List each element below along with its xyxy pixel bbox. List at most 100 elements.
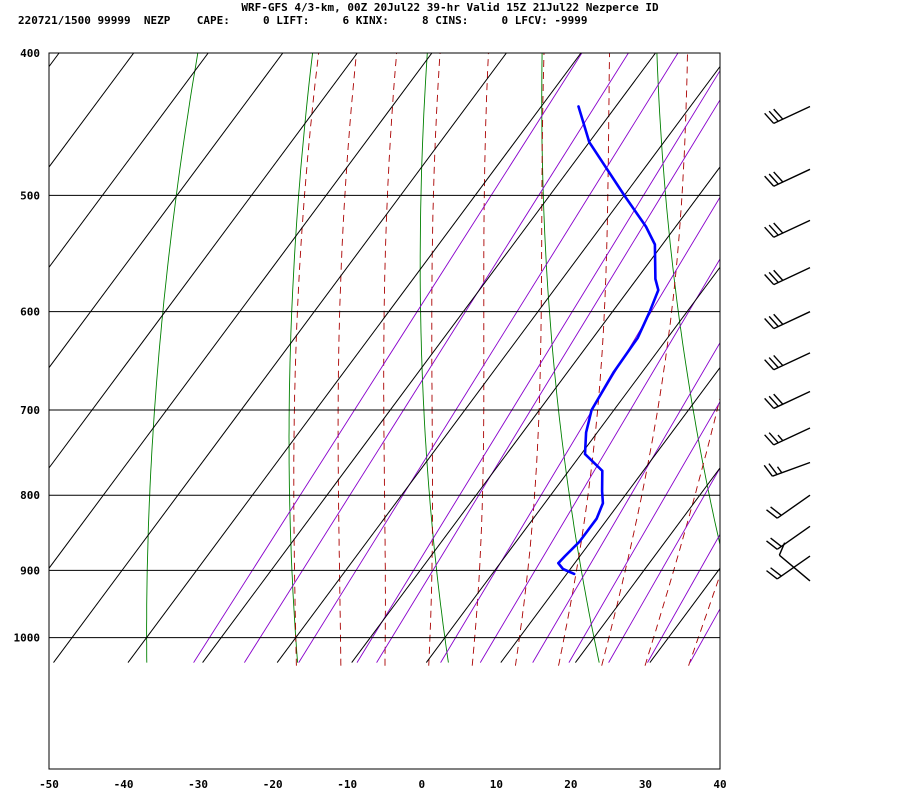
wind-barb	[764, 105, 811, 125]
barb-feather	[764, 274, 775, 286]
barb-feather	[768, 110, 779, 122]
isotherm-line	[725, 53, 900, 663]
wind-barb	[764, 390, 811, 410]
isotherm-line	[799, 53, 900, 663]
barb-feather	[773, 393, 784, 405]
isotherm-line	[351, 166, 720, 663]
plot-frame	[48, 52, 721, 770]
dry-adiabat	[419, 53, 449, 663]
barb-staff	[773, 427, 811, 446]
y-tick-label: 600	[20, 306, 40, 319]
wind-barbs	[763, 105, 811, 582]
isotherm-line	[49, 53, 284, 369]
temperature-trace	[723, 107, 786, 574]
mixing-ratio-line	[647, 533, 720, 663]
mixing-ratio-line	[440, 196, 720, 663]
x-tick-label: -30	[188, 778, 208, 791]
mixing-ratio-line	[568, 400, 720, 663]
moist-adiabat	[471, 53, 489, 666]
wind-barb	[764, 352, 811, 371]
barb-feather	[764, 175, 775, 187]
barb-feather	[764, 434, 775, 446]
barb-feather	[770, 567, 782, 577]
x-tick-label: -40	[114, 778, 134, 791]
isotherm-line	[49, 53, 209, 269]
barb-feather	[766, 540, 778, 550]
barb-staff	[772, 461, 811, 477]
dry-adiabat	[288, 53, 314, 663]
barb-staff	[773, 352, 811, 371]
chart-title: WRF-GFS 4/3-km, 00Z 20Jul22 39-hr Valid …	[241, 1, 659, 14]
y-tick-label: 1000	[14, 632, 41, 645]
barb-staff	[776, 494, 811, 519]
isotherm-line	[49, 53, 358, 469]
barb-feather	[768, 173, 779, 185]
moist-adiabat	[383, 53, 398, 666]
barb-staff	[773, 219, 811, 238]
barb-feather	[764, 112, 775, 124]
dry-adiabat	[541, 53, 600, 663]
x-tick-label: 10	[490, 778, 503, 791]
barb-feather	[768, 271, 779, 283]
y-tick-label: 800	[20, 489, 40, 502]
barb-feather	[773, 222, 784, 234]
y-tick-label: 500	[20, 189, 40, 202]
barb-feather	[766, 570, 778, 580]
traces	[557, 105, 786, 576]
isotherm-line	[53, 53, 507, 663]
wind-barb	[764, 427, 811, 446]
barb-feather	[764, 397, 775, 409]
mixing-ratio-line	[608, 467, 720, 663]
barb-staff	[773, 390, 811, 410]
wind-barb	[766, 525, 811, 550]
isotherm-line	[127, 53, 582, 663]
mixing-ratio-line	[356, 69, 720, 663]
mixing-ratio-line	[244, 53, 629, 663]
y-tick-label: 700	[20, 404, 40, 417]
wind-barb	[778, 542, 811, 582]
moist-adiabat	[337, 53, 357, 666]
mixing-ratio-line	[532, 341, 720, 663]
dewpoint-trace	[557, 105, 660, 576]
x-tick-label: -10	[337, 778, 357, 791]
moist-adiabat	[732, 20, 900, 665]
barb-staff	[776, 525, 811, 550]
barb-feather	[764, 318, 775, 330]
barb-feather	[768, 315, 779, 327]
mixing-ratio-line	[298, 53, 679, 663]
barb-feather	[773, 108, 784, 120]
x-tick-label: -50	[39, 778, 59, 791]
isotherm-line	[276, 65, 720, 663]
barb-half-feather	[777, 434, 784, 442]
barb-feather	[768, 463, 778, 475]
barb-feather	[768, 357, 779, 369]
barb-feather	[768, 432, 779, 444]
grid	[49, 53, 900, 663]
isotherm-line	[574, 467, 720, 663]
sounding-indices: 220721/1500 99999 NEZP CAPE: 0 LIFT: 6 K…	[18, 14, 588, 27]
dry-adiabat	[882, 20, 900, 662]
barb-staff	[778, 554, 811, 582]
barb-feather	[763, 464, 773, 477]
barb-feather	[770, 506, 782, 516]
barb-feather	[768, 224, 779, 236]
barb-staff	[773, 168, 811, 187]
isotherm-line	[500, 366, 720, 663]
mixing-ratio-line	[763, 20, 900, 662]
isotherm-line	[202, 53, 656, 663]
isotherm-line	[425, 266, 720, 663]
wind-barb	[764, 219, 811, 238]
dry-adiabat	[656, 53, 720, 547]
moist-adiabat	[293, 53, 320, 666]
barb-feather	[764, 359, 775, 371]
barb-feather	[773, 171, 784, 183]
barb-feather	[766, 509, 778, 519]
barb-feather	[778, 542, 786, 556]
barb-staff	[773, 311, 811, 330]
mixing-ratio-line	[479, 258, 720, 663]
x-tick-label: 0	[418, 778, 425, 791]
mixing-ratio-line	[193, 53, 583, 663]
x-tick-label: 20	[564, 778, 577, 791]
moist-adiabat	[558, 53, 611, 666]
wind-barb	[764, 168, 811, 187]
